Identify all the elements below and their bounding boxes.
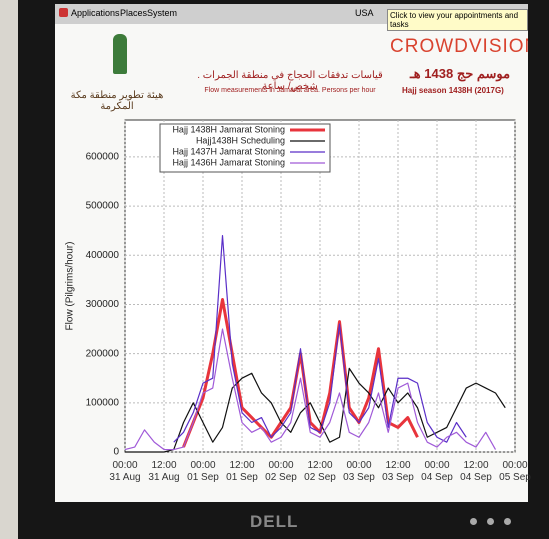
legend-label: Hajj 1436H Jamarat Stoning: [172, 157, 285, 167]
x-tick-label: 00:00 05 Sep: [499, 460, 531, 483]
x-tick-label: 12:00 31 Aug: [148, 460, 180, 483]
x-tick-label: 00:00 02 Sep: [265, 460, 297, 483]
y-tick-label: 300000: [86, 299, 120, 310]
y-tick-label: 0: [113, 447, 119, 458]
emblem: [113, 34, 127, 74]
x-tick-label: 12:00 04 Sep: [460, 460, 492, 483]
tooltip: Click to view your appointments and task…: [387, 9, 528, 31]
org-ar: هيئة تطوير منطقة مكة المكرمة: [70, 90, 164, 112]
brand: CROWDVISION: [390, 36, 528, 57]
y-tick-label: 200000: [86, 348, 120, 359]
menu[interactable]: System: [147, 8, 178, 18]
keyboard-layout[interactable]: USA: [355, 8, 374, 18]
y-axis-label: Flow (Pilgrims/hour): [65, 242, 76, 331]
y-tick-label: 600000: [86, 152, 120, 163]
x-tick-label: 00:00 03 Sep: [343, 460, 375, 483]
y-tick-label: 500000: [86, 201, 120, 212]
x-tick-label: 00:00 31 Aug: [109, 460, 141, 483]
legend-label: Hajj 1437H Jamarat Stoning: [172, 146, 285, 156]
monitor-logo: DELL: [250, 512, 299, 531]
menu[interactable]: Applications: [71, 8, 120, 18]
title-en: Flow measurements in Jamarat area. Perso…: [204, 87, 376, 94]
x-tick-label: 00:00 01 Sep: [187, 460, 219, 483]
x-tick-label: 12:00 02 Sep: [304, 460, 336, 483]
series-line: [124, 328, 497, 451]
title-ar: قياسات تدفقات الحجاج في منطقة الجمرات . …: [197, 70, 383, 92]
legend-label: Hajj 1438H Jamarat Stoning: [172, 124, 285, 134]
series-line: [125, 367, 506, 453]
x-tick-label: 00:00 04 Sep: [421, 460, 453, 483]
y-tick-label: 100000: [86, 397, 120, 408]
season-en: Hajj season 1438H (2017G): [402, 86, 504, 95]
x-tick-label: 12:00 03 Sep: [382, 460, 414, 483]
season-ar: موسم حج 1438 هـ: [410, 66, 511, 81]
monitor-buttons: [470, 518, 530, 528]
legend-box: [159, 123, 331, 173]
menu[interactable]: Places: [120, 8, 148, 18]
y-tick-label: 400000: [86, 250, 120, 261]
legend-label: Hajj1438H Scheduling: [196, 135, 285, 145]
series-line: [182, 298, 419, 448]
menu-icon: [59, 8, 68, 17]
series-line: [173, 234, 467, 443]
top-panel: Applications Places System USA Click to …: [55, 4, 528, 31]
x-tick-label: 12:00 01 Sep: [226, 460, 258, 483]
